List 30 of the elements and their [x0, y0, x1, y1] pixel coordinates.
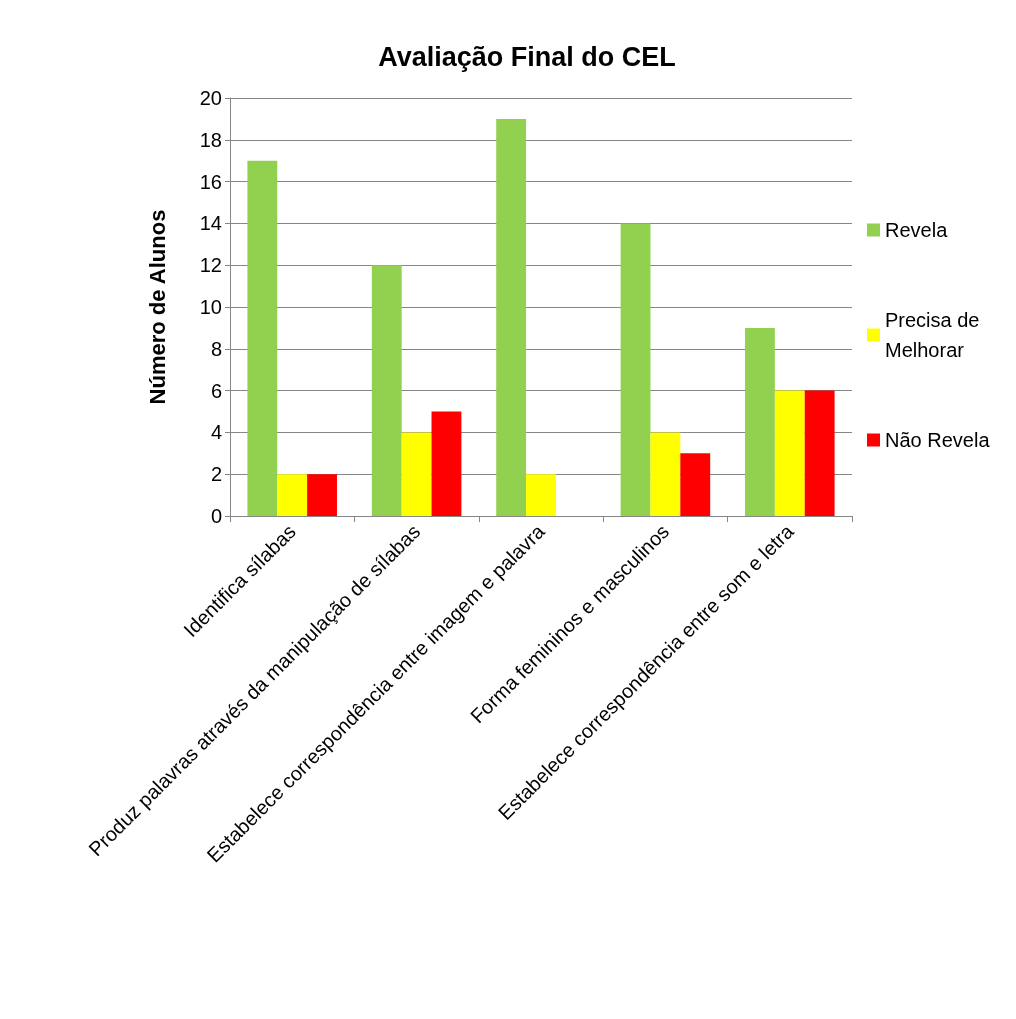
bar — [277, 474, 308, 516]
legend-label: Precisa de Melhorar — [885, 309, 986, 361]
y-tick-label: 20 — [199, 87, 222, 109]
bar — [774, 390, 805, 516]
bar — [650, 432, 681, 516]
bar — [620, 223, 651, 516]
bar — [247, 160, 278, 516]
y-tick-label: 12 — [199, 254, 222, 277]
y-tick-label: 18 — [199, 128, 222, 151]
y-tick-label: 0 — [210, 505, 222, 527]
y-tick-label: 4 — [210, 421, 222, 444]
bar — [745, 327, 775, 516]
chart-title: Avaliação Final do CEL — [378, 41, 676, 72]
legend-label: Revela — [885, 219, 949, 241]
y-tick-label: 6 — [210, 379, 222, 402]
bar — [431, 411, 462, 516]
legend-label: Não Revela — [885, 429, 991, 451]
y-axis-title: Número de Alunos — [144, 209, 170, 405]
y-tick-label: 16 — [199, 170, 222, 193]
bar — [804, 390, 835, 516]
y-tick-label: 14 — [199, 212, 222, 235]
bar — [526, 474, 556, 516]
bar — [307, 474, 337, 516]
y-tick-label: 2 — [210, 463, 222, 486]
y-tick-label: 10 — [199, 296, 222, 318]
y-tick-label: 8 — [210, 337, 222, 360]
bar — [680, 453, 711, 516]
bar — [496, 118, 527, 516]
bar — [371, 265, 402, 516]
bar — [401, 432, 432, 516]
